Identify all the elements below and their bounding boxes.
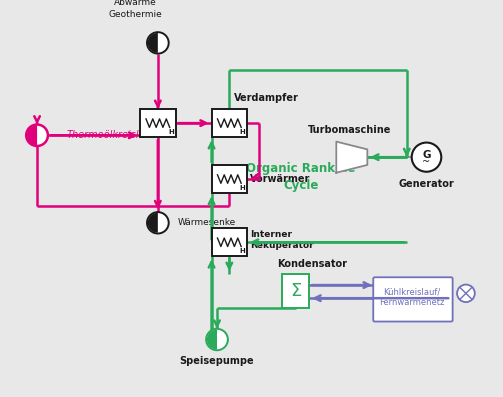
Circle shape [457, 285, 475, 302]
Text: Organic Rankine
Cycle: Organic Rankine Cycle [246, 162, 356, 192]
Text: Speisepumpe: Speisepumpe [180, 356, 255, 366]
Text: Vorwärmer: Vorwärmer [250, 174, 310, 184]
Bar [212, 165, 247, 193]
Wedge shape [148, 213, 158, 233]
Text: H: H [240, 249, 245, 254]
Circle shape [147, 212, 169, 233]
Text: Turbomaschine: Turbomaschine [307, 125, 391, 135]
Bar [212, 109, 247, 137]
Text: H: H [169, 129, 174, 135]
Bar [212, 228, 247, 256]
Wedge shape [148, 33, 158, 53]
Text: H: H [240, 185, 245, 191]
Circle shape [206, 329, 228, 350]
Text: Interner
Rekuperator: Interner Rekuperator [250, 230, 314, 250]
Wedge shape [207, 330, 217, 349]
Text: Kondensator: Kondensator [277, 258, 347, 268]
Bar [282, 274, 309, 308]
Bar [140, 109, 176, 137]
Text: Verdampfer: Verdampfer [234, 93, 299, 103]
Circle shape [411, 143, 441, 172]
Text: Wärmesenke: Wärmesenke [178, 218, 236, 227]
Text: H: H [240, 129, 245, 135]
Wedge shape [27, 125, 37, 145]
Text: Kühlkreislauf/
Fernwärmenetz: Kühlkreislauf/ Fernwärmenetz [379, 287, 444, 307]
Text: Thermoölkreislauf: Thermoölkreislauf [66, 130, 155, 140]
Polygon shape [337, 142, 367, 173]
Circle shape [26, 125, 48, 146]
Text: ~: ~ [423, 157, 431, 167]
Text: Wärmequelle
Biomasse
Abwärme
Geothermie: Wärmequelle Biomasse Abwärme Geothermie [106, 0, 165, 19]
Circle shape [147, 32, 169, 54]
Text: G: G [422, 150, 431, 160]
Text: Generator: Generator [398, 179, 454, 189]
FancyBboxPatch shape [373, 277, 453, 322]
Text: Σ: Σ [290, 282, 302, 300]
